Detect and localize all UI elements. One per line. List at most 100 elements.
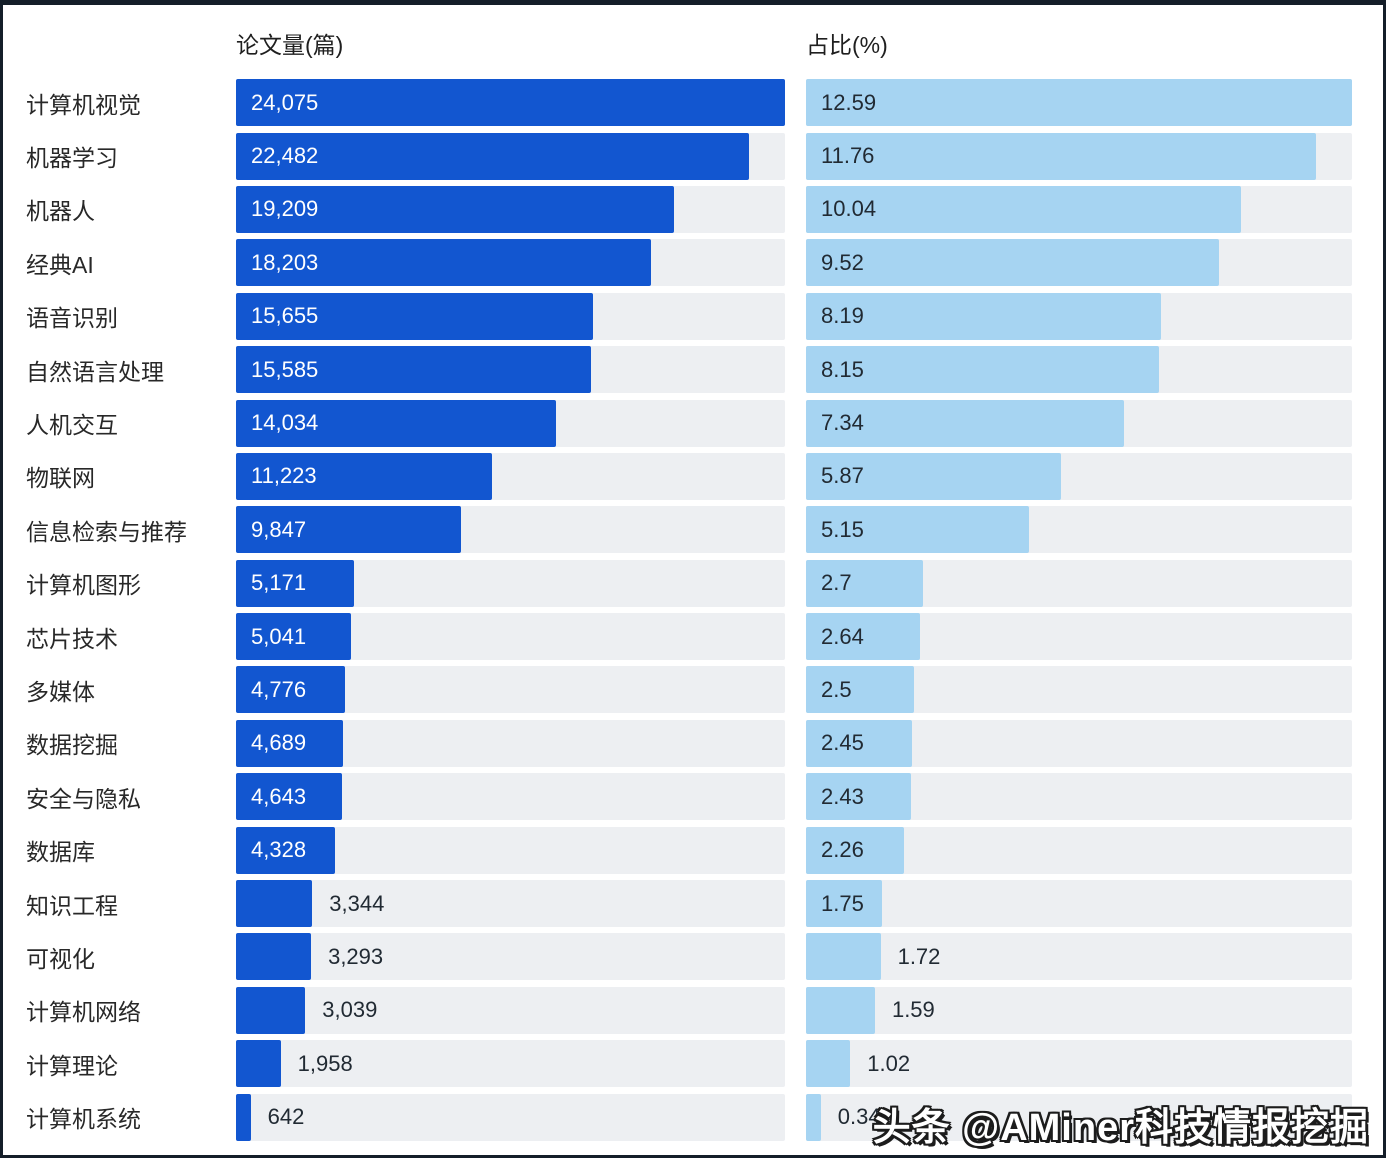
papers-value: 3,293 — [328, 943, 384, 969]
papers-bar — [236, 239, 652, 287]
column-headers: 论文量(篇) 占比(%) — [26, 32, 1346, 76]
share-bar — [806, 613, 921, 661]
chart-row: 语音识别 15,655 8.19 — [26, 290, 1352, 343]
share-track: 2.64 — [806, 613, 1352, 661]
papers-bar — [236, 292, 593, 340]
papers-track: 3,344 — [236, 880, 785, 928]
papers-bar — [236, 399, 557, 447]
chart-row: 计算机网络 3,039 1.59 — [26, 984, 1352, 1037]
papers-track: 5,171 — [236, 559, 785, 607]
chart-row: 物联网 11,223 5.87 — [26, 450, 1352, 503]
papers-bar — [236, 719, 343, 767]
share-bar — [806, 826, 904, 874]
papers-bar — [236, 773, 342, 821]
share-value: 7.34 — [821, 410, 864, 436]
share-track: 12.59 — [806, 79, 1352, 127]
share-value: 5.87 — [821, 463, 864, 489]
share-value: 9.52 — [821, 249, 864, 275]
papers-track: 24,075 — [236, 79, 785, 127]
category-label: 多媒体 — [26, 678, 95, 705]
share-bar — [806, 132, 1316, 180]
share-track: 2.45 — [806, 719, 1352, 767]
papers-bar — [236, 826, 335, 874]
share-value: 5.15 — [821, 516, 864, 542]
share-value: 1.02 — [867, 1050, 911, 1076]
chart-row: 计算机图形 5,171 2.7 — [26, 557, 1352, 610]
share-bar — [806, 880, 882, 928]
papers-bar — [236, 559, 354, 607]
papers-track: 5,041 — [236, 613, 785, 661]
share-value: 2.45 — [821, 730, 864, 756]
share-bar — [806, 719, 913, 767]
chart-row: 芯片技术 5,041 2.64 — [26, 610, 1352, 663]
category-label: 数据库 — [26, 839, 95, 866]
category-label: 计算机视觉 — [26, 91, 141, 118]
chart-row: 人机交互 14,034 7.34 — [26, 396, 1352, 449]
share-track: 1.75 — [806, 880, 1352, 928]
papers-track: 642 — [236, 1093, 785, 1141]
bar-rows: 计算机视觉 24,075 12.59 机器学习 22,482 11.76 机器人 19,209… — [26, 76, 1352, 1144]
papers-bar — [236, 666, 345, 714]
chart-row: 信息检索与推荐 9,847 5.15 — [26, 503, 1352, 556]
share-value: 10.04 — [821, 196, 877, 222]
papers-bar — [236, 1040, 281, 1088]
share-value: 2.64 — [821, 623, 864, 649]
share-track: 2.5 — [806, 666, 1352, 714]
share-value: 0.34 — [837, 1104, 881, 1130]
share-track: 1.72 — [806, 933, 1352, 981]
share-bar — [806, 346, 1160, 394]
share-bar — [806, 773, 912, 821]
share-value: 12.59 — [821, 89, 877, 115]
category-label: 计算机系统 — [26, 1106, 141, 1133]
share-bar — [806, 79, 1352, 127]
papers-bar — [236, 986, 306, 1034]
papers-value: 1,958 — [297, 1050, 353, 1076]
share-track: 2.43 — [806, 773, 1352, 821]
papers-column-header: 论文量(篇) — [236, 32, 344, 58]
chart-row: 数据挖掘 4,689 2.45 — [26, 717, 1352, 770]
category-label: 物联网 — [26, 465, 95, 492]
papers-bar — [236, 1093, 251, 1141]
share-value: 8.15 — [821, 356, 864, 382]
category-label: 语音识别 — [26, 305, 118, 332]
category-label: 经典AI — [26, 251, 94, 278]
papers-bar — [236, 933, 312, 981]
papers-track: 18,203 — [236, 239, 785, 287]
share-track: 9.52 — [806, 239, 1352, 287]
share-track: 2.26 — [806, 826, 1352, 874]
chart-row: 计算机视觉 24,075 12.59 — [26, 76, 1352, 129]
category-label: 安全与隐私 — [26, 785, 141, 812]
papers-track: 4,776 — [236, 666, 785, 714]
chart-row: 机器人 19,209 10.04 — [26, 183, 1352, 236]
papers-track: 4,328 — [236, 826, 785, 874]
papers-value: 4,643 — [251, 783, 307, 809]
papers-track: 4,689 — [236, 719, 785, 767]
papers-bar — [236, 452, 492, 500]
papers-value: 24,075 — [251, 89, 319, 115]
papers-value: 5,171 — [251, 570, 307, 596]
papers-bar — [236, 79, 785, 127]
papers-track: 11,223 — [236, 452, 785, 500]
papers-track: 15,585 — [236, 346, 785, 394]
papers-value: 15,585 — [251, 356, 319, 382]
chart-row: 知识工程 3,344 1.75 — [26, 877, 1352, 930]
papers-bar — [236, 506, 461, 554]
papers-value: 11,223 — [251, 463, 317, 489]
watermark: 头条 @AMiner科技情报挖掘 — [872, 1107, 1369, 1149]
papers-track: 3,293 — [236, 933, 785, 981]
share-bar — [806, 452, 1061, 500]
chart-row: 经典AI 18,203 9.52 — [26, 236, 1352, 289]
category-label: 自然语言处理 — [26, 358, 164, 385]
category-label: 机器学习 — [26, 145, 118, 172]
category-label: 芯片技术 — [26, 625, 118, 652]
share-bar — [806, 399, 1125, 447]
chart-row: 可视化 3,293 1.72 — [26, 930, 1352, 983]
share-bar — [806, 1040, 851, 1088]
category-label: 机器人 — [26, 198, 95, 225]
share-value: 1.72 — [897, 943, 941, 969]
category-label: 计算理论 — [26, 1052, 118, 1079]
chart-row: 多媒体 4,776 2.5 — [26, 663, 1352, 716]
share-bar — [806, 185, 1242, 233]
chart-row: 计算机系统 642 0.34 — [26, 1090, 1352, 1143]
